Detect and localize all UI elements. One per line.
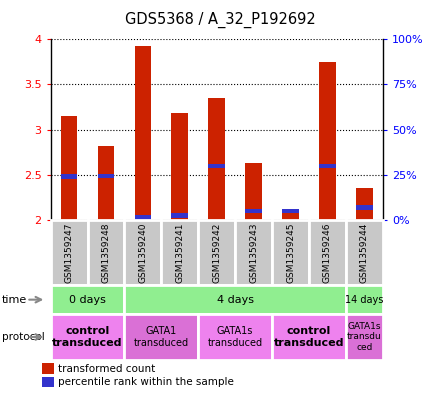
Text: percentile rank within the sample: percentile rank within the sample	[58, 377, 234, 387]
Text: 0 days: 0 days	[69, 295, 106, 305]
Text: 4 days: 4 days	[216, 295, 253, 305]
Bar	[235, 220, 272, 285]
Bar	[356, 188, 373, 220]
Bar	[209, 163, 225, 168]
Text: GSM1359242: GSM1359242	[212, 222, 221, 283]
Text: transformed count: transformed count	[58, 364, 155, 374]
Bar	[125, 285, 346, 314]
Bar	[42, 376, 54, 387]
Bar	[209, 98, 225, 220]
Bar	[356, 205, 373, 210]
Text: time: time	[2, 295, 27, 305]
Text: protocol: protocol	[2, 332, 45, 342]
Text: GATA1s
transdu
ced: GATA1s transdu ced	[347, 322, 382, 352]
Bar	[161, 220, 198, 285]
Text: GSM1359243: GSM1359243	[249, 222, 258, 283]
Bar	[346, 285, 383, 314]
Text: GSM1359246: GSM1359246	[323, 222, 332, 283]
Bar	[319, 163, 336, 168]
Bar	[125, 314, 198, 360]
Bar	[135, 46, 151, 220]
Text: GSM1359248: GSM1359248	[102, 222, 110, 283]
Bar	[88, 220, 125, 285]
Text: GATA1s
transduced: GATA1s transduced	[208, 326, 263, 348]
Bar	[282, 213, 299, 220]
Bar	[51, 220, 88, 285]
Bar	[272, 314, 346, 360]
Text: GSM1359247: GSM1359247	[65, 222, 73, 283]
Bar	[125, 220, 161, 285]
Bar	[246, 163, 262, 220]
Bar	[346, 220, 383, 285]
Bar	[98, 174, 114, 178]
Bar	[172, 114, 188, 220]
Bar	[198, 314, 272, 360]
Bar	[172, 213, 188, 218]
Text: GSM1359245: GSM1359245	[286, 222, 295, 283]
Bar	[272, 220, 309, 285]
Bar	[61, 116, 77, 220]
Text: GATA1
transduced: GATA1 transduced	[134, 326, 189, 348]
Bar	[346, 314, 383, 360]
Text: GSM1359240: GSM1359240	[138, 222, 147, 283]
Text: 14 days: 14 days	[345, 295, 384, 305]
Bar	[198, 220, 235, 285]
Text: control
transduced: control transduced	[52, 326, 123, 348]
Text: control
transduced: control transduced	[274, 326, 344, 348]
Bar	[319, 62, 336, 220]
Text: GSM1359244: GSM1359244	[360, 222, 369, 283]
Text: GDS5368 / A_32_P192692: GDS5368 / A_32_P192692	[125, 12, 315, 28]
Bar	[282, 209, 299, 213]
Bar	[42, 364, 54, 374]
Bar	[135, 215, 151, 220]
Bar	[61, 174, 77, 179]
Bar	[51, 314, 125, 360]
Bar	[309, 220, 346, 285]
Bar	[98, 146, 114, 220]
Text: GSM1359241: GSM1359241	[175, 222, 184, 283]
Bar	[246, 209, 262, 213]
Bar	[51, 285, 125, 314]
